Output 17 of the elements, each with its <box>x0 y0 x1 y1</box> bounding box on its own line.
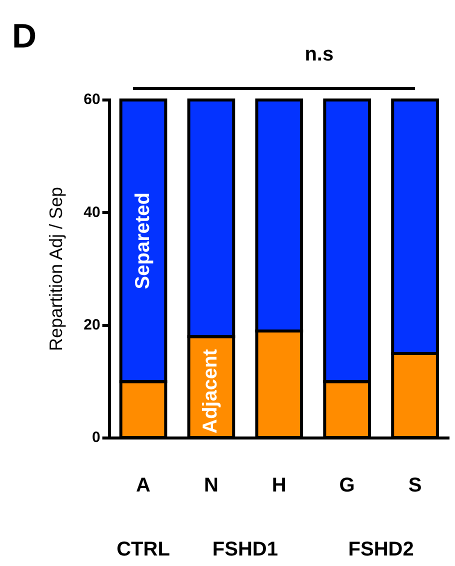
x-tick-label: A <box>136 474 150 497</box>
y-tick-label: 40 <box>84 204 100 221</box>
text: FSHD1 <box>212 538 278 561</box>
y-tick-label: 20 <box>84 316 100 334</box>
text: D <box>12 17 37 56</box>
text: CTRL <box>116 538 170 561</box>
text: FSHD2 <box>348 538 414 561</box>
x-tick-label: G <box>339 474 355 497</box>
x-tick-label: H <box>272 474 286 497</box>
series-label: Adjacent <box>200 348 222 434</box>
series-label: Separeted <box>132 192 154 290</box>
y-tick-label: 0 <box>92 429 100 446</box>
y-tick-label: 60 <box>84 91 100 108</box>
x-tick-label: N <box>204 474 218 497</box>
x-tick-label: S <box>408 474 422 497</box>
y-axis-title: Repartition Adj / Sep <box>46 186 66 352</box>
text: n.s <box>304 44 334 66</box>
